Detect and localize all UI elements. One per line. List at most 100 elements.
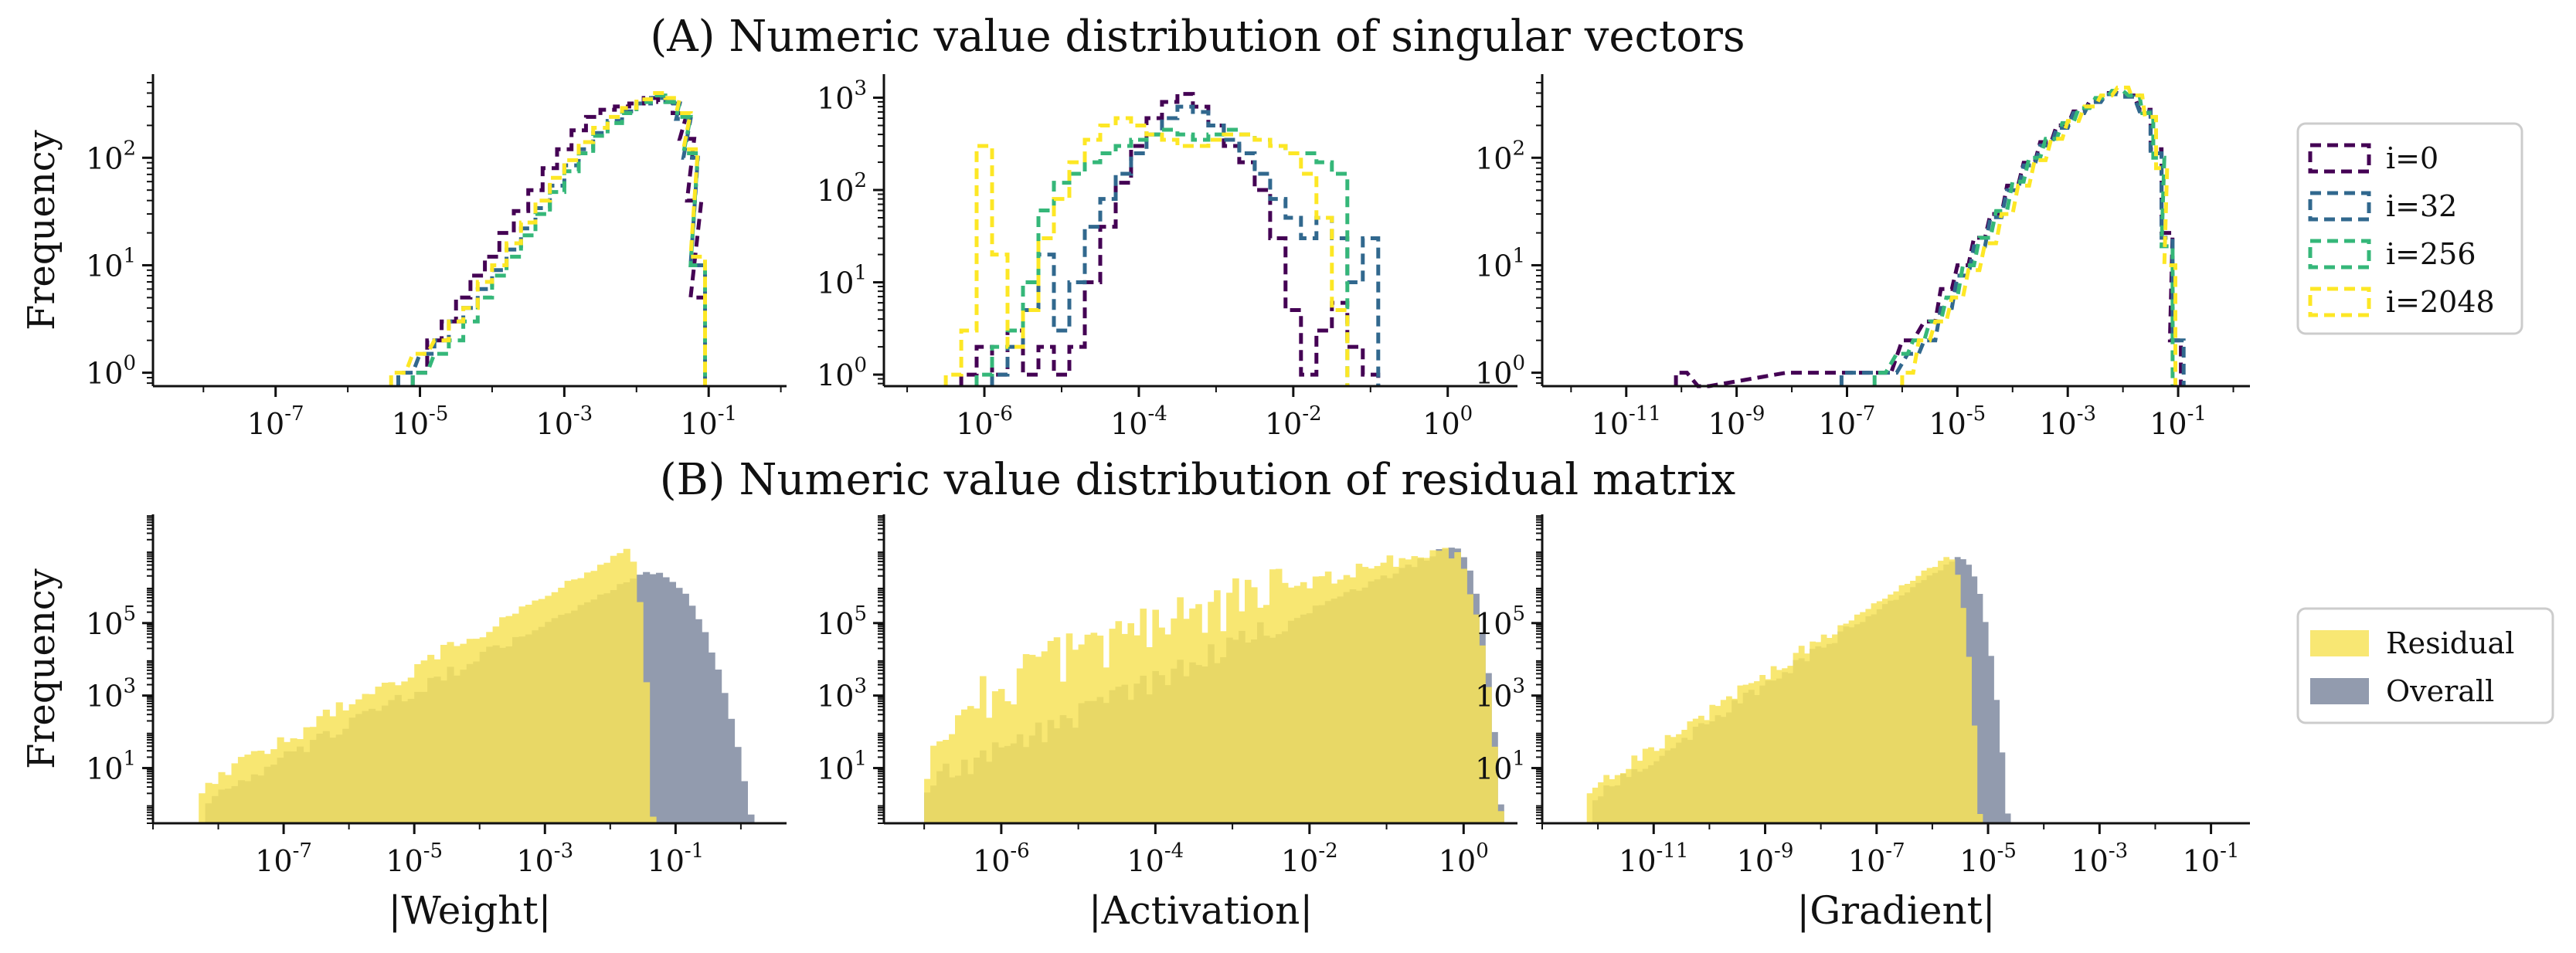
y-tick-label: 100 — [86, 352, 136, 391]
hist-bar — [1201, 633, 1208, 823]
hist-bar — [1642, 748, 1649, 823]
hist-bar — [1158, 627, 1165, 823]
hist-bar — [1115, 621, 1123, 823]
hist-bar — [1245, 579, 1252, 823]
x-tick-label: 10-6 — [956, 402, 1013, 441]
hist-bar — [1904, 584, 1911, 823]
hist-bar — [335, 702, 343, 823]
hist-bar — [1943, 557, 1950, 823]
x-tick-label: 10-2 — [1281, 839, 1338, 878]
hist-bar — [1715, 706, 1721, 823]
title-b: (B) Numeric value distribution of residu… — [660, 455, 1735, 505]
hist-bar — [1787, 666, 1794, 823]
x-tick-label: 10-5 — [1929, 402, 1986, 441]
hist-bar — [1976, 594, 1983, 823]
hist-bar — [1300, 582, 1307, 823]
hist-bar — [1988, 656, 1994, 823]
hist-bar — [1692, 718, 1699, 823]
hist-bar — [1999, 752, 2006, 823]
hist-bar — [1586, 793, 1593, 823]
hist-bar — [1208, 602, 1215, 823]
hist-bar — [603, 562, 611, 823]
hist-bar — [479, 637, 487, 823]
hist-bar — [961, 709, 968, 823]
hist-bar — [375, 687, 382, 823]
hist-bar — [1888, 594, 1894, 823]
hist-bar — [1620, 773, 1626, 823]
y-tick-label: 101 — [817, 262, 867, 300]
hist-bar — [1949, 559, 1956, 823]
series-i-0 — [959, 92, 1381, 386]
legend-residual: Residual Overall — [2296, 607, 2554, 724]
hist-bar — [1765, 679, 1772, 823]
y-axis-label: Frequency — [20, 130, 63, 331]
y-tick-label: 103 — [86, 675, 136, 714]
hist-bar — [584, 572, 592, 823]
hist-bar — [199, 793, 206, 823]
hist-bar — [590, 571, 598, 823]
hist-bar — [1047, 640, 1055, 823]
hist-bar — [1915, 575, 1922, 823]
hist-bar — [1436, 551, 1443, 823]
hist-bar — [1804, 653, 1810, 823]
hist-bar — [1392, 566, 1400, 823]
x-axis-label: |Weight| — [389, 888, 552, 933]
hist-bar — [205, 782, 212, 823]
hist-bar — [473, 639, 481, 823]
hist-bar — [1103, 667, 1110, 823]
x-tick-label: 10-6 — [973, 839, 1030, 878]
hist-bar — [1072, 649, 1079, 823]
hist-bar — [1448, 558, 1455, 823]
hist-bar — [1466, 594, 1473, 823]
hist-bar — [1971, 576, 1978, 823]
legend-swatch — [2310, 678, 2369, 704]
y-axis-label: Frequency — [20, 568, 63, 769]
y-tick-label: 105 — [817, 602, 867, 641]
hist-bar — [1214, 590, 1221, 823]
series-i-0 — [410, 96, 707, 386]
hist-bar — [1004, 701, 1011, 823]
hist-bar — [1053, 637, 1061, 823]
y-tick-label: 103 — [817, 77, 867, 116]
hist-bar — [1898, 585, 1905, 823]
hist-bar — [1090, 633, 1098, 823]
hist-bar — [1109, 629, 1116, 823]
hist-bar — [427, 654, 435, 823]
hist-bar — [1257, 607, 1264, 823]
hist-bar — [1275, 568, 1283, 823]
hist-bar — [1263, 605, 1270, 823]
hist-bar — [623, 548, 630, 823]
hist-bar — [407, 677, 415, 823]
hist-bar — [1140, 609, 1147, 823]
x-tick-label: 10-5 — [392, 402, 449, 441]
hist-bar — [708, 652, 715, 823]
hist-bar — [1966, 656, 1972, 823]
y-tick-label: 101 — [1475, 244, 1525, 283]
hist-bar — [1324, 571, 1332, 823]
hist-bar — [1177, 597, 1184, 823]
x-tick-label: 10-1 — [2149, 402, 2207, 441]
hist-bar — [297, 739, 304, 823]
plot-area — [924, 548, 1504, 823]
hist-bar — [1664, 734, 1671, 823]
hist-bar — [1704, 720, 1710, 823]
hist-bar — [1614, 775, 1621, 823]
hist-bar — [1687, 721, 1694, 823]
hist-bar — [681, 593, 689, 823]
x-tick-label: 10-3 — [536, 402, 593, 441]
hist-bar — [967, 706, 974, 823]
panel-A-activation: 100 101 102 103 10-6 10-4 10-2 100 — [817, 74, 1517, 441]
hist-bar — [936, 741, 943, 823]
hist-bar — [1810, 641, 1816, 823]
hist-bar — [1960, 608, 1966, 823]
hist-bar — [231, 763, 239, 823]
hist-bar — [1442, 548, 1449, 823]
hist-bar — [277, 737, 284, 823]
x-tick-label: 10-4 — [1110, 402, 1167, 441]
hist-bar — [1343, 575, 1351, 823]
hist-bar — [1971, 725, 1978, 823]
hist-bar — [1035, 656, 1042, 823]
legend-swatch — [2308, 239, 2371, 270]
hist-bar — [381, 683, 389, 823]
